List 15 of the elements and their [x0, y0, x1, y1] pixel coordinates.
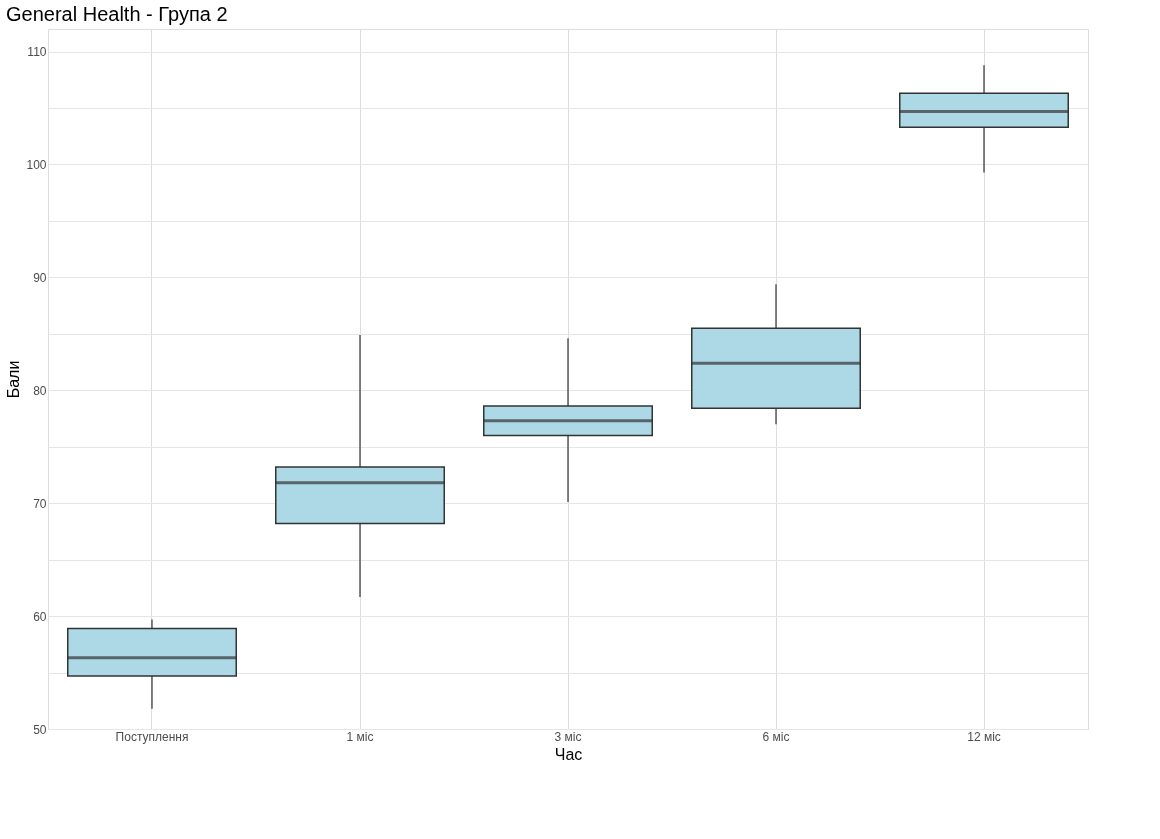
y-axis-title: Бали: [5, 360, 23, 399]
x-axis-title: Час: [554, 745, 583, 763]
x-tick-label: 12 міс: [967, 729, 1001, 744]
y-tick-label: 80: [33, 383, 47, 398]
y-tick-label: 70: [33, 496, 47, 511]
y-tick-label: 110: [27, 45, 47, 60]
y-tick-label: 100: [26, 157, 47, 172]
x-tick-label: 1 міс: [346, 729, 374, 744]
y-tick-label: 60: [33, 609, 47, 624]
y-tick-label: 90: [33, 270, 47, 285]
chart-title: General Health - Група 2: [5, 3, 228, 25]
y-tick-label: 50: [33, 722, 47, 737]
x-tick-label: 6 міс: [762, 729, 790, 744]
x-tick-label: Поступлення: [115, 729, 189, 744]
x-tick-label: 3 міс: [554, 729, 582, 744]
